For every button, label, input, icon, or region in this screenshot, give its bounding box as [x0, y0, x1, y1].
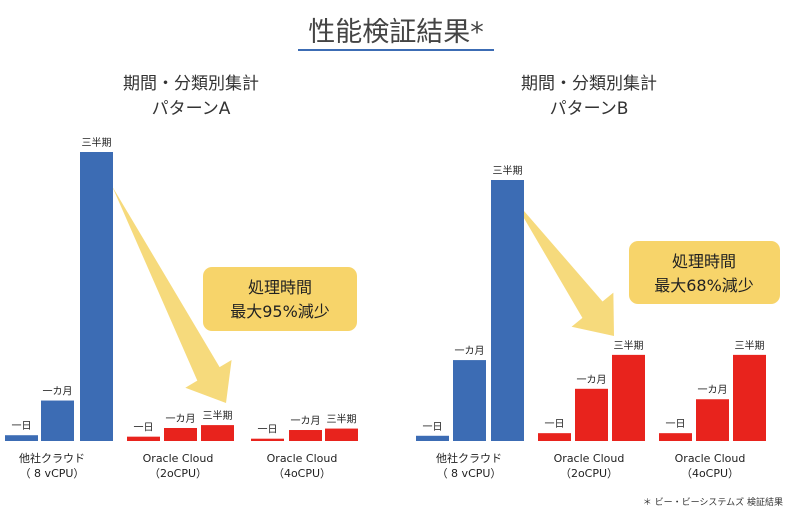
bar-period-label: 一日 [134, 423, 154, 434]
bar-red [164, 427, 197, 441]
trend-arrow [511, 196, 614, 336]
bar-period-label: 三半期 [493, 164, 523, 177]
bar-blue [80, 152, 113, 441]
page-title: 性能検証結果* [308, 17, 484, 48]
bar-red [538, 433, 571, 441]
x-category-label: 他社クラウド [19, 451, 85, 465]
callout-value: 最大68%減少 [654, 276, 754, 295]
x-category-label: （2oCPU） [560, 467, 618, 480]
bar-period-label: 一カ月 [291, 415, 321, 427]
bar-period-label: 一カ月 [577, 374, 607, 386]
bar-red [127, 436, 160, 441]
x-category-label: Oracle Cloud [143, 452, 214, 465]
bar-period-label: 三半期 [203, 409, 233, 422]
bar-red [733, 354, 766, 441]
bar-period-label: 一日 [12, 421, 32, 432]
bar-period-label: 一日 [666, 419, 686, 430]
callout-title: 処理時間 [248, 278, 312, 297]
callout-title: 処理時間 [672, 252, 736, 271]
x-category-label: Oracle Cloud [675, 452, 746, 465]
bar-period-label: 一日 [258, 425, 278, 436]
x-category-label: （4oCPU） [681, 467, 739, 480]
bar-red [659, 433, 692, 441]
bar-red [612, 354, 645, 441]
bar-period-label: 一カ月 [166, 413, 196, 425]
x-category-label: Oracle Cloud [554, 452, 625, 465]
bar-period-label: 三半期 [614, 339, 644, 352]
x-category-label: Oracle Cloud [267, 452, 338, 465]
x-category-label: （ 8 vCPU） [20, 467, 85, 480]
bar-red [201, 425, 234, 441]
bar-blue [416, 435, 449, 441]
callout-box [629, 241, 780, 304]
chart-title: 期間・分類別集計 [123, 74, 259, 94]
bar-period-label: 三半期 [327, 413, 357, 426]
chart-subtitle: パターンA [152, 99, 231, 119]
callout-box [203, 267, 357, 331]
bar-period-label: 一カ月 [698, 384, 728, 396]
x-category-label: （4oCPU） [273, 467, 331, 480]
bar-blue [491, 180, 524, 441]
bar-period-label: 一カ月 [455, 345, 485, 357]
bar-period-label: 三半期 [735, 339, 765, 352]
bar-red [325, 428, 358, 441]
x-category-label: 他社クラウド [436, 451, 502, 465]
bar-blue [453, 360, 486, 441]
callout-value: 最大95%減少 [230, 302, 330, 321]
footnote: ＊ ビー・ビーシステムズ 検証結果 [643, 496, 783, 508]
bar-period-label: 一日 [545, 419, 565, 430]
bar-period-label: 一日 [423, 422, 443, 433]
bar-blue [5, 435, 38, 441]
bar-red [251, 438, 284, 441]
bar-blue [41, 400, 74, 441]
bar-red [696, 399, 729, 441]
chart-title: 期間・分類別集計 [521, 74, 657, 94]
x-category-label: （2oCPU） [149, 467, 207, 480]
trend-arrow [112, 186, 232, 403]
bar-red [289, 430, 322, 441]
bar-period-label: 一カ月 [43, 386, 73, 398]
bar-period-label: 三半期 [82, 136, 112, 149]
bar-red [575, 388, 608, 441]
chart-subtitle: パターンB [550, 99, 629, 119]
x-category-label: （ 8 vCPU） [437, 467, 502, 480]
